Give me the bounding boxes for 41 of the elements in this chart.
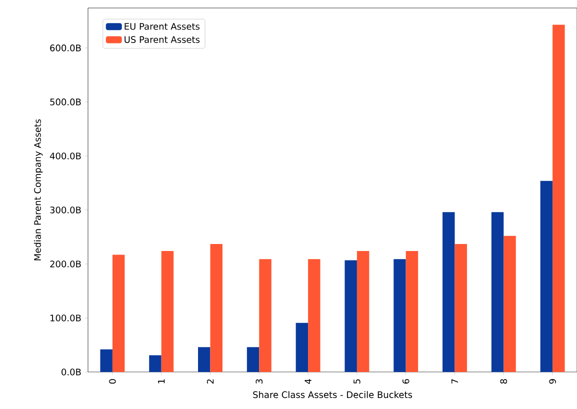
bar bbox=[161, 251, 174, 372]
bar bbox=[149, 355, 162, 372]
y-tick-label: 200.0B bbox=[50, 260, 81, 268]
bar bbox=[198, 347, 210, 372]
bar bbox=[394, 259, 406, 372]
bar bbox=[308, 259, 320, 372]
x-tick-label: 1 bbox=[158, 379, 165, 384]
x-tick-label: 4 bbox=[304, 379, 312, 384]
bar bbox=[100, 349, 112, 372]
x-tick-label: 6 bbox=[402, 379, 410, 384]
bar bbox=[246, 347, 260, 372]
bar bbox=[259, 259, 272, 372]
y-tick-label: 100.0B bbox=[50, 314, 81, 322]
bar bbox=[344, 260, 357, 372]
x-tick-label: 5 bbox=[354, 379, 360, 384]
y-tick-label: 400.0B bbox=[50, 152, 81, 160]
x-tick-label: 2 bbox=[206, 379, 214, 384]
bar bbox=[406, 251, 418, 372]
x-tick-label: 3 bbox=[256, 379, 263, 384]
bar bbox=[296, 322, 308, 372]
bar bbox=[356, 251, 370, 372]
legend-label: EU Parent Assets bbox=[124, 23, 200, 30]
bar bbox=[442, 212, 455, 372]
legend-label: US Parent Assets bbox=[124, 36, 200, 43]
bar bbox=[504, 236, 516, 372]
x-tick-label: 0 bbox=[109, 379, 116, 384]
bar bbox=[552, 24, 565, 372]
x-axis-title: Share Class Assets - Decile Buckets bbox=[253, 391, 412, 398]
y-tick-label: 300.0B bbox=[50, 206, 81, 214]
x-tick-label: 8 bbox=[500, 379, 508, 384]
y-tick-label: 600.0B bbox=[50, 44, 81, 52]
x-tick-label: 9 bbox=[549, 379, 556, 384]
bar bbox=[112, 254, 125, 372]
y-tick-label: 0.0B bbox=[62, 368, 81, 376]
bar bbox=[540, 180, 553, 372]
y-tick-label: 500.0B bbox=[50, 98, 81, 106]
y-axis-title: Median Parent Company Assets bbox=[34, 119, 43, 260]
bar bbox=[210, 244, 222, 372]
bar bbox=[491, 212, 504, 372]
bar bbox=[454, 244, 467, 372]
x-tick-label: 7 bbox=[451, 379, 458, 384]
